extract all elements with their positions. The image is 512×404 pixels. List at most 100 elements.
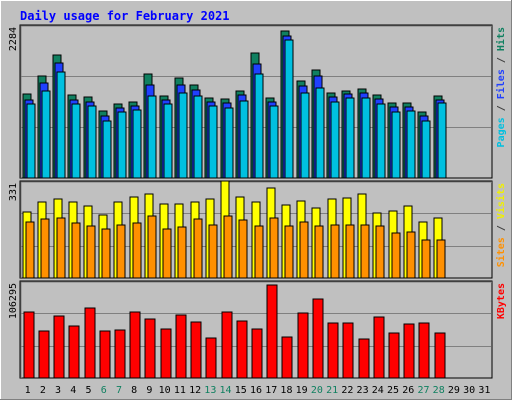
- bar-bottom-kbytes-day-13: [205, 337, 217, 379]
- bar-middle-sites-day-20: [314, 225, 324, 279]
- bar-top-pages-day-21: [330, 101, 340, 179]
- bar-bottom-kbytes-day-26: [403, 323, 415, 379]
- bar-top-pages-day-9: [147, 95, 157, 179]
- x-tick-label-day-23: 23: [357, 385, 369, 396]
- bar-bottom-kbytes-day-12: [190, 321, 202, 379]
- panel-middle: 331 Sites / Visits: [8, 180, 507, 279]
- bar-top-pages-day-12: [193, 95, 203, 179]
- bar-top-pages-day-25: [391, 111, 401, 179]
- bar-bottom-kbytes-day-7: [114, 329, 126, 379]
- bar-top-pages-day-26: [406, 110, 416, 179]
- x-tick-label-day-17: 17: [265, 385, 277, 396]
- bar-middle-sites-day-3: [56, 217, 66, 279]
- bar-top-pages-day-13: [208, 105, 218, 179]
- bar-middle-sites-day-21: [330, 224, 340, 279]
- bar-bottom-kbytes-day-17: [266, 284, 278, 379]
- x-tick-label-day-18: 18: [280, 385, 292, 396]
- series-legend-middle: Sites / Visits: [495, 183, 507, 267]
- bar-top-pages-day-7: [117, 111, 127, 179]
- bar-top-pages-day-6: [102, 120, 112, 179]
- bar-top-pages-day-2: [41, 90, 51, 179]
- bar-middle-sites-day-13: [208, 224, 218, 279]
- bar-bottom-kbytes-day-8: [129, 311, 141, 379]
- legend-entry-middle-2: Visits: [495, 183, 507, 219]
- bar-top-pages-day-16: [254, 73, 264, 179]
- x-tick-label-day-6: 6: [101, 385, 107, 396]
- bar-middle-sites-day-9: [147, 215, 157, 279]
- bar-middle-sites-day-28: [436, 239, 446, 279]
- x-tick-label-day-28: 28: [433, 385, 445, 396]
- x-tick-label-day-24: 24: [372, 385, 384, 396]
- bar-top-pages-day-18: [284, 39, 294, 179]
- bar-middle-sites-day-26: [406, 231, 416, 279]
- bar-middle-sites-day-4: [71, 222, 81, 279]
- bar-top-pages-day-15: [239, 100, 249, 179]
- bar-bottom-kbytes-day-27: [418, 322, 430, 379]
- bar-top-pages-day-23: [361, 97, 371, 179]
- bar-top-pages-day-24: [376, 103, 386, 179]
- x-tick-label-day-13: 13: [204, 385, 216, 396]
- x-tick-label-day-26: 26: [402, 385, 414, 396]
- bar-bottom-kbytes-day-2: [38, 330, 50, 379]
- bar-middle-sites-day-5: [86, 225, 96, 279]
- legend-entry-middle-1: /: [496, 219, 507, 237]
- x-tick-label-day-30: 30: [463, 385, 475, 396]
- x-tick-label-day-25: 25: [387, 385, 399, 396]
- bar-top-pages-day-11: [178, 92, 188, 179]
- bar-top-pages-day-5: [87, 105, 97, 179]
- bar-bottom-kbytes-day-28: [434, 332, 446, 379]
- bar-top-pages-day-10: [163, 103, 173, 179]
- bar-middle-sites-day-15: [238, 219, 248, 279]
- bar-bottom-kbytes-day-24: [373, 316, 385, 379]
- panel-bottom: 106295 KBytes: [8, 280, 507, 379]
- bar-middle-sites-day-8: [132, 222, 142, 279]
- bar-bottom-kbytes-day-25: [388, 332, 400, 379]
- legend-entry-top-0: Pages: [496, 117, 507, 147]
- bar-bottom-kbytes-day-9: [144, 318, 156, 379]
- x-tick-label-day-11: 11: [174, 385, 186, 396]
- bar-bottom-kbytes-day-18: [281, 336, 293, 379]
- x-tick-label-day-10: 10: [159, 385, 171, 396]
- bar-middle-sites-day-11: [177, 226, 187, 279]
- x-tick-label-day-12: 12: [189, 385, 201, 396]
- bar-bottom-kbytes-day-3: [53, 315, 65, 379]
- x-tick-label-day-4: 4: [70, 385, 76, 396]
- bar-middle-sites-day-18: [284, 225, 294, 279]
- bar-bottom-kbytes-day-5: [84, 307, 96, 379]
- bar-bottom-kbytes-day-19: [297, 312, 309, 379]
- x-tick-label-day-7: 7: [116, 385, 122, 396]
- bar-bottom-kbytes-day-1: [23, 311, 35, 379]
- bar-top-pages-day-8: [132, 109, 142, 179]
- bar-middle-sites-day-1: [25, 221, 35, 279]
- bar-middle-sites-day-16: [254, 225, 264, 279]
- series-legend-bottom: KBytes: [496, 283, 507, 319]
- bar-top-pages-day-14: [224, 107, 234, 179]
- chart-title: Daily usage for February 2021: [20, 9, 230, 23]
- x-tick-label-day-14: 14: [220, 385, 232, 396]
- bar-bottom-kbytes-day-14: [221, 311, 233, 379]
- x-tick-label-day-16: 16: [250, 385, 262, 396]
- bar-top-pages-day-3: [56, 71, 66, 179]
- bar-middle-sites-day-7: [116, 224, 126, 279]
- legend-entry-top-4: Hits: [495, 27, 507, 51]
- x-tick-label-day-31: 31: [478, 385, 490, 396]
- x-tick-label-day-1: 1: [25, 385, 31, 396]
- x-tick-label-day-5: 5: [86, 385, 92, 396]
- legend-entry-top-3: /: [496, 51, 507, 69]
- series-legend-top: Pages / Files / Hits: [495, 27, 507, 147]
- ymax-label-bottom: 106295: [8, 283, 19, 319]
- bar-middle-sites-day-6: [101, 228, 111, 279]
- bar-middle-sites-day-14: [223, 215, 233, 279]
- x-tick-label-day-29: 29: [448, 385, 460, 396]
- bar-bottom-kbytes-day-16: [251, 328, 263, 379]
- ymax-label-top: 2284: [8, 27, 19, 51]
- bar-middle-sites-day-23: [360, 224, 370, 279]
- bar-top-pages-day-27: [421, 120, 431, 179]
- x-tick-label-day-22: 22: [341, 385, 353, 396]
- bar-bottom-kbytes-day-11: [175, 314, 187, 379]
- legend-entry-top-1: /: [496, 99, 507, 117]
- bar-bottom-kbytes-day-15: [236, 320, 248, 379]
- legend-entry-middle-0: Sites: [495, 237, 507, 267]
- bar-middle-sites-day-24: [375, 225, 385, 279]
